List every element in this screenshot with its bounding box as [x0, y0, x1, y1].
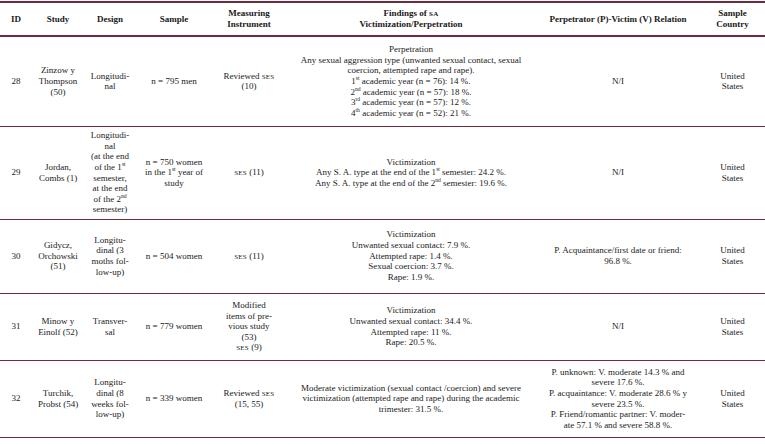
- table-body: 28 Zinzow yThompson(50) Longitudi-nal n …: [0, 36, 765, 437]
- cell-sample: n = 504 women: [136, 219, 212, 293]
- cell-study: Minow yEinolf (52): [32, 293, 84, 360]
- cell-id: 28: [0, 36, 32, 126]
- cell-id: 29: [0, 126, 32, 219]
- cell-study: Gidycz,Orchowski(51): [32, 219, 84, 293]
- cell-study: Turchik,Probst (54): [32, 360, 84, 437]
- table-row: 31 Minow yEinolf (52) Transver-sal n = 7…: [0, 293, 765, 360]
- cell-country: UnitedStates: [700, 126, 765, 219]
- cell-relation: P. Acquaintance/first date or friend:96.…: [536, 219, 700, 293]
- cell-study: Zinzow yThompson(50): [32, 36, 84, 126]
- cell-sample: n = 750 womenin the 1st year ofstudy: [136, 126, 212, 219]
- cell-relation: P. unknown: V. moderate 14.3 % andsevere…: [536, 360, 700, 437]
- cell-country: UnitedStates: [700, 36, 765, 126]
- cell-findings: Moderate victimization (sexual contact /…: [286, 360, 536, 437]
- cell-sample: n = 339 women: [136, 360, 212, 437]
- table-row: 28 Zinzow yThompson(50) Longitudi-nal n …: [0, 36, 765, 126]
- cell-findings: PerpetrationAny sexual aggression type (…: [286, 36, 536, 126]
- cell-design: Longitu-dinal (3moths fol-low-up): [84, 219, 136, 293]
- cell-country: UnitedStates: [700, 293, 765, 360]
- cell-findings: VictimizationUnwanted sexual contact: 34…: [286, 293, 536, 360]
- cell-id: 31: [0, 293, 32, 360]
- col-header-design: Design: [84, 2, 136, 36]
- cell-instrument: Reviewed SES(15, 55): [212, 360, 286, 437]
- cell-country: UnitedStates: [700, 219, 765, 293]
- cell-relation: N/I: [536, 293, 700, 360]
- cell-design: Longitudi-nal: [84, 36, 136, 126]
- col-header-findings: Findings of SAVictimization/Perpetration: [286, 2, 536, 36]
- cell-design: Longitudi-nal(at the endof the 1stsemest…: [84, 126, 136, 219]
- col-header-instrument: MeasuringInstrument: [212, 2, 286, 36]
- cell-design: Transver-sal: [84, 293, 136, 360]
- col-header-study: Study: [32, 2, 84, 36]
- cell-instrument: Modifieditems of pre-vious study(53)SES …: [212, 293, 286, 360]
- cell-findings: VictimizationAny S. A. type at the end o…: [286, 126, 536, 219]
- cell-id: 30: [0, 219, 32, 293]
- table-row: 32 Turchik,Probst (54) Longitu-dinal (8w…: [0, 360, 765, 437]
- table-header: ID Study Design Sample MeasuringInstrume…: [0, 2, 765, 36]
- cell-relation: N/I: [536, 36, 700, 126]
- col-header-sample: Sample: [136, 2, 212, 36]
- cell-instrument: SES (11): [212, 126, 286, 219]
- cell-sample: n = 779 women: [136, 293, 212, 360]
- cell-id: 32: [0, 360, 32, 437]
- cell-study: Jordan,Combs (1): [32, 126, 84, 219]
- cell-sample: n = 795 men: [136, 36, 212, 126]
- table-row: 30 Gidycz,Orchowski(51) Longitu-dinal (3…: [0, 219, 765, 293]
- header-row: ID Study Design Sample MeasuringInstrume…: [0, 2, 765, 36]
- cell-country: UnitedStates: [700, 360, 765, 437]
- cell-findings: VictimizationUnwanted sexual contact: 7.…: [286, 219, 536, 293]
- col-header-country: SampleCountry: [700, 2, 765, 36]
- studies-table: ID Study Design Sample MeasuringInstrume…: [0, 1, 765, 438]
- table-row: 29 Jordan,Combs (1) Longitudi-nal(at the…: [0, 126, 765, 219]
- cell-relation: N/I: [536, 126, 700, 219]
- cell-instrument: SES (11): [212, 219, 286, 293]
- cell-instrument: Reviewed SES(10): [212, 36, 286, 126]
- cell-design: Longitu-dinal (8weeks fol-low-up): [84, 360, 136, 437]
- col-header-relation: Perpetrator (P)-Victim (V) Relation: [536, 2, 700, 36]
- col-header-id: ID: [0, 2, 32, 36]
